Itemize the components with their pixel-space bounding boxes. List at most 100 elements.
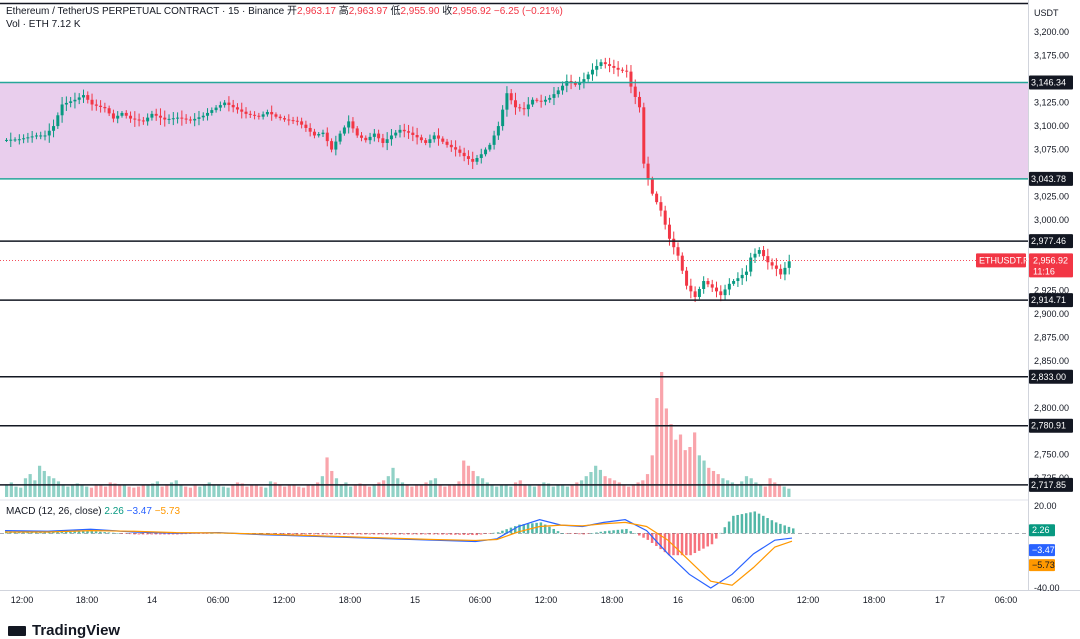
volume-bar [523, 484, 527, 497]
candle-body [484, 149, 488, 155]
candle-body [372, 133, 376, 137]
candle-body [180, 117, 184, 119]
macd-histogram-bar [99, 531, 102, 534]
macd-histogram-bar [736, 514, 739, 534]
macd-histogram-bar [287, 533, 290, 535]
macd-histogram-bar [278, 533, 282, 535]
macd-histogram-bar [749, 512, 752, 534]
candle-body [26, 137, 30, 139]
macd-histogram-bar [689, 533, 692, 556]
macd-histogram-bar [766, 518, 769, 534]
macd-histogram-bar [650, 533, 654, 543]
candle-body [424, 140, 428, 143]
volume-bar [212, 484, 216, 497]
volume-bar [14, 486, 18, 497]
candle-body [381, 138, 385, 143]
volume-value: 7.12 K [51, 19, 81, 30]
volume-label[interactable]: Vol · ETH [6, 19, 49, 30]
macd-histogram-bar [424, 533, 427, 535]
candle-body [642, 107, 646, 164]
macd-label[interactable]: MACD (12, 26, close) [6, 506, 102, 517]
x-tick-label: 12:00 [797, 595, 820, 605]
candle-body [402, 129, 406, 132]
macd-histogram-bar [663, 533, 667, 553]
volume-bar [396, 478, 400, 497]
macd-histogram-bar [732, 515, 735, 534]
volume-bar [575, 482, 579, 497]
volume-bar [202, 484, 207, 497]
volume-bar [683, 450, 687, 497]
volume-bar [306, 484, 310, 497]
macd-histogram-bar [141, 533, 145, 535]
macd-histogram-bar [569, 533, 573, 534]
x-tick-label: 18:00 [76, 595, 99, 605]
x-tick-label: 15 [410, 595, 420, 605]
candle-body [518, 107, 522, 109]
candle-body [77, 97, 81, 100]
volume-bar [749, 478, 753, 497]
level-tag [1029, 418, 1073, 433]
volume-bar [744, 476, 749, 497]
volume-bar [518, 480, 522, 497]
volume-bar [636, 482, 640, 497]
macd-histogram-bar [116, 533, 119, 534]
volume-bar [85, 486, 89, 497]
candle-body [693, 291, 697, 297]
macd-histogram-bar [163, 533, 166, 535]
volume-bar [631, 484, 635, 497]
volume-bar [207, 482, 211, 497]
macd-header: MACD (12, 26, close) 2.26 −3.47 −5.73 [6, 505, 180, 518]
macd-histogram-bar [535, 522, 538, 534]
macd-histogram-bar [428, 533, 431, 535]
volume-bar [556, 484, 560, 497]
volume-bar [5, 484, 9, 497]
level-tag [1029, 477, 1073, 492]
candle-body [34, 135, 38, 137]
macd-histogram-bar [774, 522, 778, 534]
volume-bar [297, 486, 301, 497]
candle-body [394, 132, 398, 136]
macd-histogram-bar [381, 533, 384, 535]
volume-bar [268, 481, 273, 497]
volume-bar [612, 480, 617, 497]
volume-bar [240, 483, 244, 497]
volume-bar [697, 455, 701, 497]
macd-histogram-bar [133, 533, 136, 535]
macd-histogram-bar [308, 533, 312, 535]
tradingview-logo-icon [8, 626, 26, 636]
macd-histogram-bar [47, 532, 51, 534]
volume-bar [542, 482, 546, 497]
candle-body [680, 255, 684, 271]
volume-bar [466, 465, 471, 497]
volume-bar [382, 480, 386, 497]
level-tag-label: 2,717.85 [1031, 480, 1066, 490]
candle-body [608, 64, 612, 66]
candle-body [129, 115, 133, 119]
brand-logo[interactable]: TradingView [8, 622, 120, 639]
candle-body [283, 118, 287, 120]
candle-body [201, 115, 205, 118]
symbol-tag [976, 253, 1026, 268]
macd-histogram-bar [137, 533, 141, 535]
candle-body [766, 256, 770, 263]
candle-body [578, 81, 582, 85]
volume-bar [316, 482, 320, 497]
candle-body [556, 90, 560, 95]
candle-body [667, 224, 671, 239]
macd-histogram-bar [436, 533, 440, 535]
volume-bar [414, 485, 419, 497]
candle-body [411, 132, 415, 135]
volume-bar [660, 372, 664, 497]
macd-histogram-bar [488, 533, 491, 534]
level-tag [1029, 369, 1073, 384]
volume-bar [438, 484, 442, 497]
candle-body [235, 107, 239, 110]
macd-histogram-bar [295, 533, 299, 535]
macd-histogram-bar [197, 533, 200, 534]
macd-histogram-bar [146, 533, 149, 535]
x-tick-label: 06:00 [995, 595, 1018, 605]
symbol-title[interactable]: Ethereum / TetherUS PERPETUAL CONTRACT ·… [6, 6, 285, 17]
volume-bar [344, 482, 348, 497]
candle-body [69, 101, 73, 103]
